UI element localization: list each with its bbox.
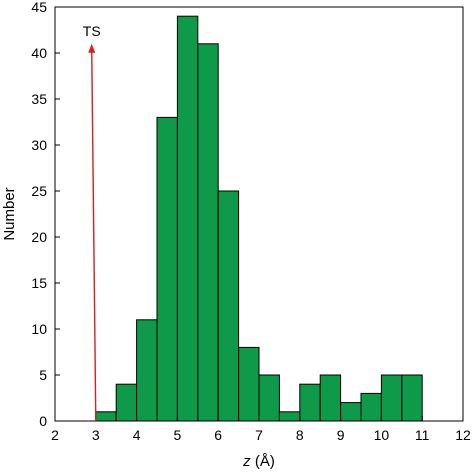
x-axis-label: z (Å) bbox=[242, 453, 275, 470]
histogram-bar bbox=[360, 392, 382, 422]
histogram-bar bbox=[258, 374, 280, 422]
x-tick-label: 10 bbox=[374, 427, 390, 443]
y-axis-label: Number bbox=[1, 187, 18, 240]
x-tick-label: 11 bbox=[415, 427, 430, 443]
y-tick-label: 40 bbox=[31, 45, 47, 61]
ts-arrow-head bbox=[88, 43, 96, 53]
x-tick-label: 6 bbox=[214, 427, 222, 443]
x-tick-label: 5 bbox=[174, 427, 182, 443]
x-tick-label: 9 bbox=[337, 427, 345, 443]
x-tick-label: 4 bbox=[133, 427, 141, 443]
histogram-bar bbox=[380, 374, 403, 422]
histogram-bar bbox=[115, 383, 138, 422]
x-ticks: 2 3 4 5 6 7 8 9 10 11 12 bbox=[51, 416, 471, 443]
y-tick-label: 10 bbox=[31, 321, 47, 337]
x-axis-label-unit: (Å) bbox=[251, 453, 275, 470]
histogram-bar bbox=[278, 411, 301, 422]
histogram-bar bbox=[319, 374, 342, 422]
y-tick-label: 0 bbox=[39, 413, 47, 429]
y-tick-label: 15 bbox=[31, 275, 47, 291]
x-tick-label: 7 bbox=[255, 427, 263, 443]
ts-annotation: TS bbox=[83, 23, 101, 422]
histogram-bar bbox=[340, 402, 362, 422]
x-tick-label: 8 bbox=[296, 427, 304, 443]
ts-arrow-line bbox=[91, 49, 97, 422]
histogram-bar bbox=[176, 15, 199, 422]
bars-group bbox=[95, 15, 423, 422]
y-tick-label: 45 bbox=[31, 0, 47, 15]
y-tick-label: 5 bbox=[39, 367, 47, 383]
histogram-bar bbox=[156, 116, 178, 422]
y-ticks: 0 5 10 15 20 25 30 35 40 45 bbox=[31, 0, 60, 429]
y-tick-label: 20 bbox=[31, 229, 47, 245]
histogram-bar bbox=[299, 383, 321, 422]
histogram-bar bbox=[95, 411, 117, 422]
ts-label: TS bbox=[83, 23, 101, 39]
histogram-bar bbox=[401, 374, 423, 422]
y-tick-label: 35 bbox=[31, 91, 47, 107]
histogram-bar bbox=[197, 43, 219, 422]
x-axis-label-italic: z bbox=[242, 453, 251, 470]
x-tick-label: 12 bbox=[455, 427, 471, 443]
histogram-bar bbox=[238, 346, 260, 422]
x-tick-label: 3 bbox=[92, 427, 100, 443]
histogram-bar bbox=[217, 190, 240, 422]
x-tick-label: 2 bbox=[51, 427, 59, 443]
histogram-bar bbox=[136, 319, 158, 422]
y-tick-label: 25 bbox=[31, 183, 47, 199]
y-tick-label: 30 bbox=[31, 137, 47, 153]
